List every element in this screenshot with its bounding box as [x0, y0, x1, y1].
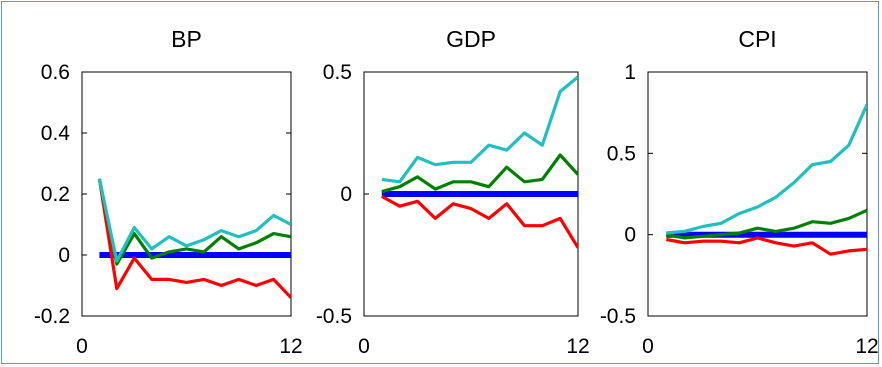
y-tick-label: 0.2	[41, 183, 70, 206]
panel-gdp: GDP 0.5 0 -0.5 0 12	[316, 26, 590, 358]
y-tick-label: -0.5	[316, 305, 352, 328]
x-tick-label: 12	[855, 335, 878, 358]
x-tick-label: 0	[76, 335, 88, 358]
y-tick-label: 0	[624, 224, 636, 247]
x-tick-label: 0	[358, 335, 370, 358]
x-tick-label: 0	[642, 335, 654, 358]
red-series-line	[666, 236, 867, 256]
x-tick-label: 12	[566, 335, 589, 358]
green-series-line	[97, 178, 291, 266]
y-tick-label: 0.6	[41, 61, 70, 84]
x-tick-label: 12	[279, 335, 302, 358]
y-tick-label: 0	[58, 244, 70, 267]
cyan-series-line	[381, 75, 578, 184]
y-tick-label: -0.2	[34, 305, 70, 328]
green-series-line	[381, 153, 578, 194]
panel-cpi: CPI 1 0.5 0 -0.5 0 12	[600, 26, 879, 358]
cyan-series-line	[666, 103, 867, 235]
panel-title: BP	[171, 26, 202, 52]
axes-box	[647, 71, 868, 317]
panel-title: GDP	[446, 26, 496, 52]
axes-box	[81, 71, 292, 317]
red-series-line	[381, 194, 578, 249]
panel-title: CPI	[738, 26, 776, 52]
y-tick-label: 0	[340, 183, 352, 206]
y-tick-label: 0.5	[323, 61, 352, 84]
green-series-line	[666, 208, 867, 240]
y-tick-label: 0.5	[607, 142, 636, 165]
y-tick-label: 1	[624, 61, 636, 84]
y-tick-label: -0.5	[600, 305, 636, 328]
red-series-line	[97, 178, 291, 299]
panel-bp: BP 0.6 0.4 0.2 0 -0.2 0 12	[34, 26, 303, 358]
y-tick-label: 0.4	[41, 122, 71, 145]
cyan-series-line	[97, 178, 291, 263]
